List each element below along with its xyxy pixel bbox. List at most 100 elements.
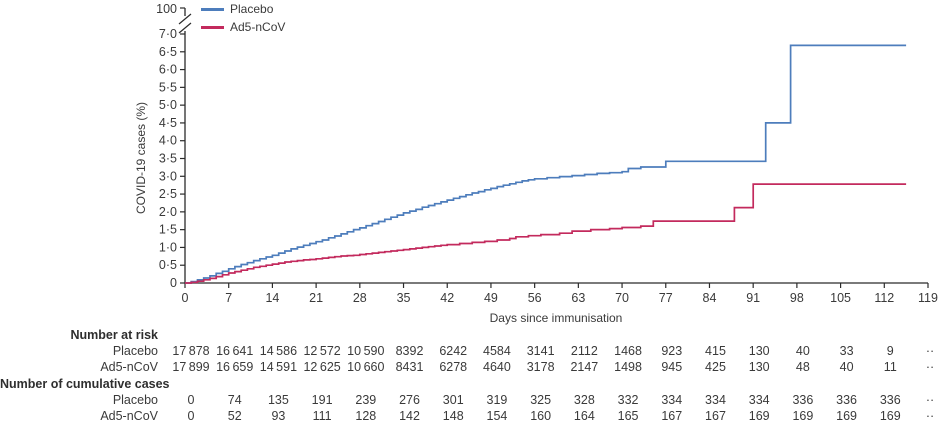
table-cell: 191 xyxy=(311,393,333,407)
table-cell: 130 xyxy=(748,344,770,358)
ad5ncov-line-swatch-icon xyxy=(201,26,224,29)
placebo-line-swatch-icon xyxy=(201,8,224,11)
table-cell: 142 xyxy=(399,409,420,423)
table-cell: 169 xyxy=(836,409,858,423)
table-cell: 40 xyxy=(795,344,810,358)
x-tick-label: 112 xyxy=(874,291,894,305)
table-cell: ·· xyxy=(925,360,935,374)
table-cell: 167 xyxy=(661,409,683,423)
table-cell: 336 xyxy=(836,393,858,407)
x-tick-label: 77 xyxy=(659,291,673,305)
row-label: Placebo xyxy=(112,393,158,407)
table-cell: 4584 xyxy=(483,344,511,358)
table-row: Ad5-nCoV 0 52 93 111 128 142 148 154 160 164 165 167… xyxy=(0,409,941,424)
y-tick-label: 7·0 xyxy=(159,27,177,41)
axis-break-slash-icon xyxy=(178,13,192,25)
table-row: Placebo 17 878 16 641 14 586 12 572 10 590 839… xyxy=(0,344,941,359)
table-cell: 93 xyxy=(271,409,286,423)
y-axis-title: COVID-19 cases (%) xyxy=(134,101,148,215)
x-tick-label: 35 xyxy=(397,291,411,305)
table-cell: 1498 xyxy=(614,360,642,374)
x-tick-label: 42 xyxy=(440,291,454,305)
table-cell: 111 xyxy=(312,409,332,423)
table-cell: 8392 xyxy=(395,344,424,358)
y-tick-label: 5·0 xyxy=(159,98,177,112)
table-cell: 169 xyxy=(792,409,814,423)
y-tick-label: 6·0 xyxy=(159,63,177,77)
table-cell: ·· xyxy=(925,344,935,358)
y-tick-label: 6·5 xyxy=(159,45,177,59)
table-cell: 8431 xyxy=(395,360,424,374)
table-cell: 325 xyxy=(530,393,552,407)
table-cell: 0 xyxy=(187,393,195,407)
legend-label-ad5ncov: Ad5-nCoV xyxy=(230,20,286,34)
x-tick-label: 21 xyxy=(309,291,323,305)
table-cell: 14 586 xyxy=(259,344,298,358)
y-tick-label: 3·5 xyxy=(159,152,177,166)
y-tick-label: 4·0 xyxy=(159,134,177,148)
table-cell: 336 xyxy=(879,393,901,407)
table-cell: 165 xyxy=(617,409,639,423)
x-tick-label: 119 xyxy=(918,291,938,305)
table-cell: 12 625 xyxy=(303,360,341,374)
table-cell: 154 xyxy=(486,409,508,423)
table-section-header: Number of cumulative cases xyxy=(0,377,170,391)
x-tick-label: 84 xyxy=(703,291,717,305)
table-cell: 276 xyxy=(399,393,420,407)
table-cell: 12 572 xyxy=(303,344,341,358)
table-cell: 336 xyxy=(792,393,814,407)
table-section-header: Number at risk xyxy=(70,328,158,342)
table-cell: 135 xyxy=(267,393,289,407)
table-cell: 334 xyxy=(661,393,683,407)
survival-chart: 0 0·5 1·0 1·5 2·0 2·5 3·0 3·5 4·0 4·5 5·0 5·5 6·0 6·5… xyxy=(156,2,938,305)
row-label: Ad5-nCoV xyxy=(100,409,158,423)
table-cell: 328 xyxy=(573,393,595,407)
table-cell: 160 xyxy=(530,409,552,423)
table-cell: 16 641 xyxy=(216,344,254,358)
table-cell: 923 xyxy=(661,344,683,358)
table-cell: 169 xyxy=(879,409,901,423)
x-tick-label: 14 xyxy=(265,291,279,305)
table-cell: 33 xyxy=(839,344,854,358)
y-tick-label: 3·0 xyxy=(159,169,177,183)
table-cell: 167 xyxy=(705,409,726,423)
x-tick-label: 49 xyxy=(484,291,498,305)
legend-label-placebo: Placebo xyxy=(230,2,274,16)
table-cell: 11 xyxy=(883,360,897,374)
x-axis-title: Days since immunisation xyxy=(489,311,623,325)
series-placebo xyxy=(185,44,907,284)
table-cell: 3141 xyxy=(526,344,555,358)
table-cell: 2147 xyxy=(570,360,599,374)
table-cell: 334 xyxy=(748,393,770,407)
table-cell: 10 660 xyxy=(347,360,385,374)
table-cell: 425 xyxy=(705,360,726,374)
x-tick-label: 70 xyxy=(615,291,629,305)
table-cell: 334 xyxy=(705,393,726,407)
table-cell: 52 xyxy=(227,409,242,423)
x-tick-label: 105 xyxy=(830,291,851,305)
table-cell: 1468 xyxy=(614,344,642,358)
y-tick-label-100: 100 xyxy=(156,2,177,16)
table-cell: 239 xyxy=(355,393,377,407)
table-cell: 16 659 xyxy=(216,360,254,374)
table-cell: 945 xyxy=(661,360,683,374)
table-cell: 301 xyxy=(442,393,464,407)
table-cell: 169 xyxy=(748,409,770,423)
table-cell: 0 xyxy=(187,409,195,423)
row-label: Placebo xyxy=(112,344,158,358)
series-ad5-ncov xyxy=(185,183,907,284)
table-cell: 17 899 xyxy=(172,360,210,374)
table-cell: 130 xyxy=(748,360,770,374)
y-tick-label: 2·5 xyxy=(159,187,177,201)
table-cell: 14 591 xyxy=(259,360,298,374)
table-cell: ·· xyxy=(925,393,935,407)
table-row: Placebo 0 74 135 191 239 276 301 319 325 328 332 334… xyxy=(0,393,941,408)
table-cell: 2112 xyxy=(570,344,598,358)
table-cell: 6278 xyxy=(439,360,468,374)
table-cell: 6242 xyxy=(439,344,468,358)
table-row: Ad5-nCoV 17 899 16 659 14 591 12 625 10 660 84… xyxy=(0,360,941,375)
table-cell: 319 xyxy=(486,393,508,407)
table-cell: 40 xyxy=(839,360,854,374)
legend-item-placebo: Placebo xyxy=(201,3,273,16)
